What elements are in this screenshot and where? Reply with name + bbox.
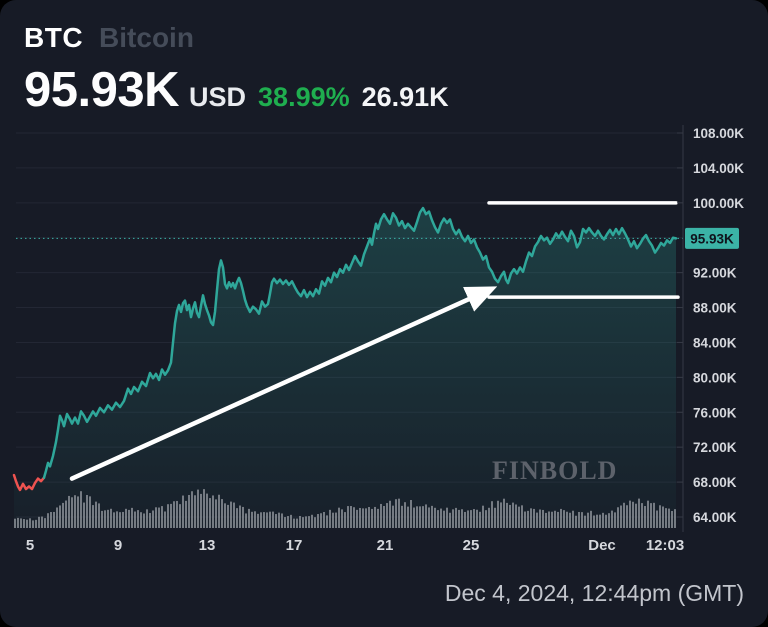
- x-axis-label: Dec: [588, 537, 616, 554]
- price-line: [42, 206, 678, 479]
- x-axis-label: 17: [286, 537, 303, 554]
- current-price: 95.93K: [24, 63, 180, 117]
- current-price-badge: 95.93K: [685, 227, 739, 249]
- y-axis-label: 92.00K: [693, 266, 737, 281]
- y-axis-label: 104.00K: [693, 161, 744, 176]
- finbold-logo: FINBOLD: [492, 456, 618, 485]
- asset-name: Bitcoin: [99, 22, 194, 53]
- y-axis-label: 72.00K: [693, 440, 737, 455]
- change-absolute: 26.91K: [361, 82, 449, 112]
- y-axis-label: 64.00K: [693, 510, 737, 525]
- x-axis-label: 9: [114, 537, 122, 554]
- x-axis-label: 12:03: [646, 537, 684, 554]
- y-axis-label: 80.00K: [693, 370, 737, 385]
- timestamp-label: Dec 4, 2024, 12:44pm (GMT): [444, 580, 744, 606]
- change-percent: 38.99%: [258, 82, 350, 112]
- time-scale[interactable]: 5 9 13 17 21 25 Dec 12:03: [26, 537, 684, 554]
- price-scale[interactable]: 108.00K 104.00K 100.00K 92.00K 88.00K 84.00K 8…: [677, 125, 744, 532]
- y-axis-label: 76.00K: [693, 405, 737, 420]
- y-axis-label: 108.00K: [693, 126, 744, 141]
- y-axis-label: 68.00K: [693, 475, 737, 490]
- chart-header: BTC Bitcoin 95.93K USD 38.99% 26.91K: [24, 22, 449, 118]
- price-area-fill: [14, 208, 676, 528]
- volume-bars: [14, 489, 676, 528]
- x-axis-label: 5: [26, 537, 34, 554]
- y-axis-label: 100.00K: [693, 196, 744, 211]
- trend-arrow: [69, 286, 498, 481]
- x-axis-label: 13: [199, 537, 216, 554]
- ticker-symbol: BTC: [24, 22, 84, 53]
- price-line-red-segment: [12, 473, 46, 492]
- x-axis-label: 25: [463, 537, 480, 554]
- y-axis-label: 84.00K: [693, 335, 737, 350]
- x-axis-label: 21: [377, 537, 394, 554]
- svg-text:95.93K: 95.93K: [690, 231, 734, 246]
- currency-label: USD: [189, 82, 247, 112]
- y-axis-label: 88.00K: [693, 301, 737, 316]
